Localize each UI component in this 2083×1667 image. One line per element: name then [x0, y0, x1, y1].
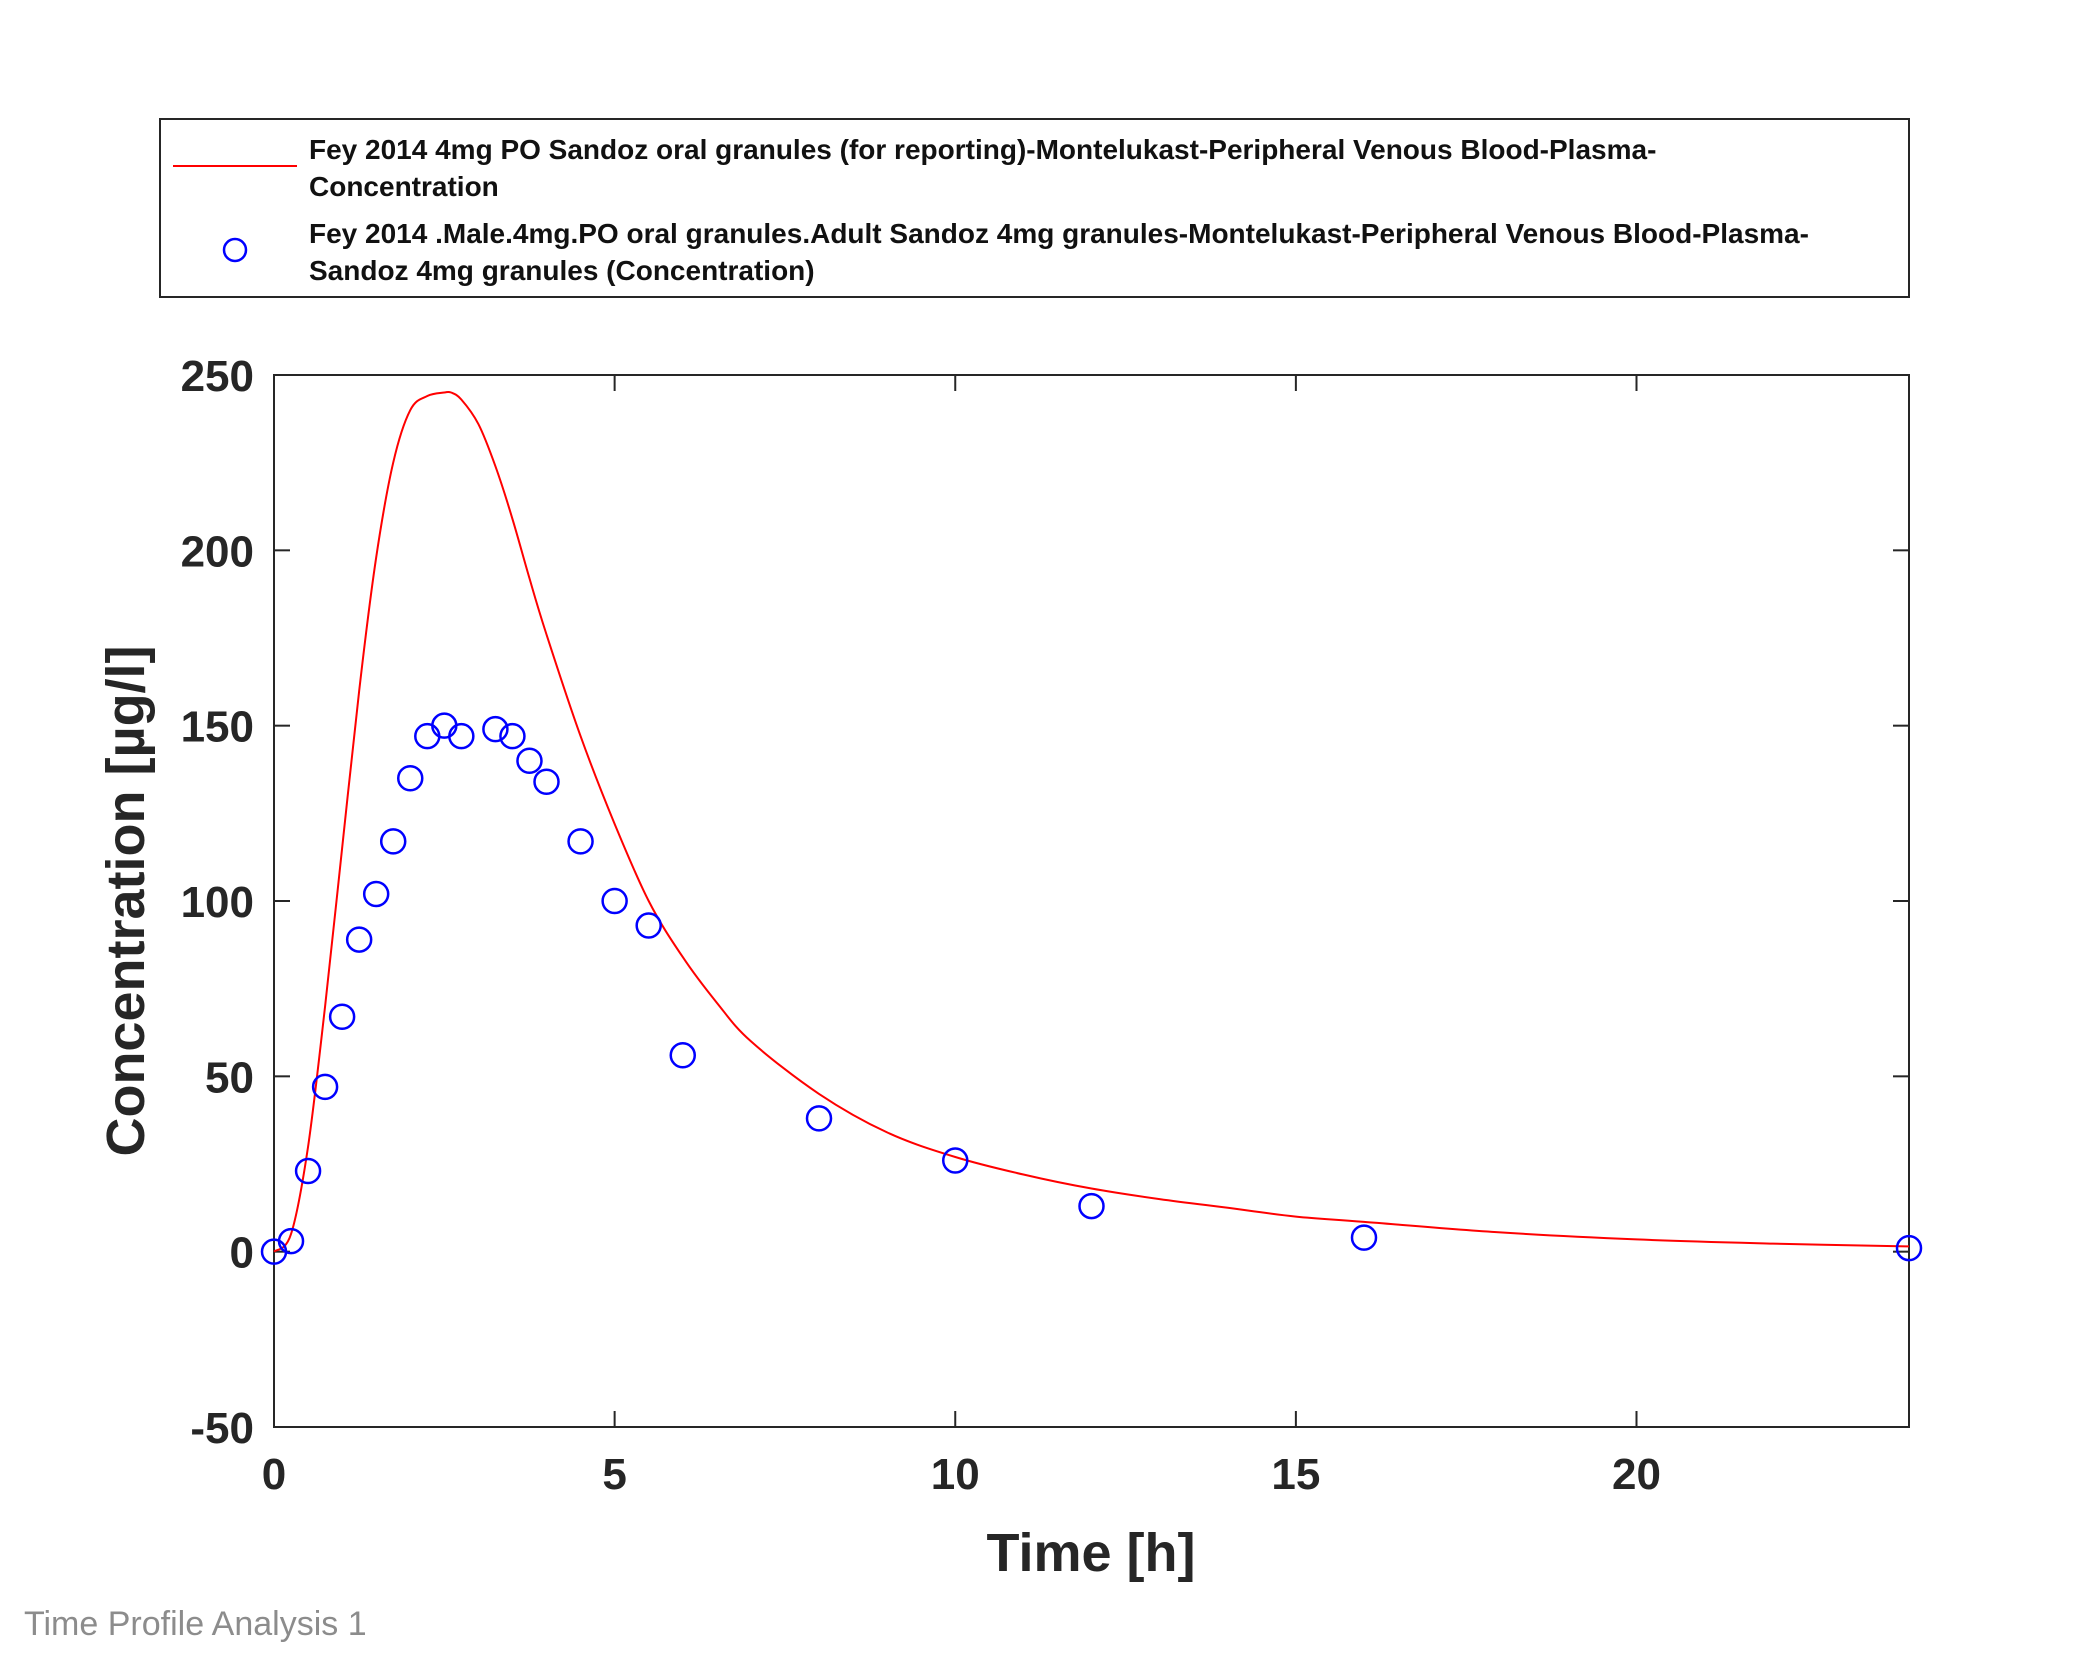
- x-tick-label: 15: [1271, 1450, 1320, 1499]
- observed-data-point: [533, 768, 560, 796]
- x-axis-label: Time [h]: [986, 1523, 1195, 1583]
- series-layer: [260, 390, 1923, 1265]
- x-tick-label: 10: [931, 1450, 980, 1499]
- observed-data-point: [942, 1147, 969, 1174]
- y-tick-label: 200: [181, 527, 254, 576]
- observed-data-point: [294, 1157, 322, 1185]
- observed-data-point: [1350, 1224, 1378, 1251]
- observed-data-point: [516, 747, 543, 774]
- x-tick-label: 20: [1612, 1450, 1661, 1499]
- observed-data-point: [635, 912, 662, 939]
- observed-data-point: [328, 1003, 356, 1030]
- y-tick-label: 100: [181, 878, 254, 927]
- y-tick-label: -50: [190, 1404, 254, 1453]
- legend-box: [159, 118, 1910, 298]
- y-axis-label: Concentration [µg/l]: [96, 645, 156, 1156]
- observed-data-point: [311, 1073, 339, 1101]
- x-tick-label: 0: [262, 1450, 286, 1499]
- legend-entry-1-line-1: Fey 2014 4mg PO Sandoz oral granules (fo…: [309, 134, 1656, 165]
- observed-data-point: [601, 887, 628, 915]
- observed-data-point: [448, 722, 475, 750]
- simulated-concentration-line: [273, 390, 1910, 1253]
- observed-data-point: [805, 1105, 833, 1132]
- legend-entry-1-line-2: Concentration: [309, 171, 499, 202]
- observed-data-point: [1078, 1192, 1105, 1220]
- observed-data-point: [379, 828, 407, 855]
- footer-caption: Time Profile Analysis 1: [24, 1605, 367, 1643]
- observed-data-point: [345, 926, 373, 953]
- x-tick-label: 5: [602, 1450, 626, 1499]
- y-tick-label: 250: [181, 352, 254, 401]
- observed-data-point: [567, 828, 594, 855]
- observed-data-point: [362, 880, 390, 908]
- observed-data-point: [499, 722, 526, 750]
- observed-data-point: [1895, 1234, 1923, 1262]
- y-tick-label: 150: [181, 703, 254, 752]
- legend: Fey 2014 4mg PO Sandoz oral granules (fo…: [159, 118, 1910, 298]
- observed-data-point: [669, 1042, 696, 1069]
- observed-data-point: [397, 765, 424, 792]
- observed-data-point: [277, 1227, 305, 1255]
- y-tick-label: 0: [230, 1229, 254, 1278]
- observed-data-point: [482, 715, 509, 743]
- legend-entry-2-line-1: Fey 2014 .Male.4mg.PO oral granules.Adul…: [309, 218, 1809, 249]
- y-tick-label: 50: [205, 1053, 254, 1102]
- axis-ticks: [273, 374, 1909, 1428]
- plot-area: [273, 374, 1910, 1428]
- legend-circle-swatch: [222, 237, 248, 263]
- legend-entry-2-line-2: Sandoz 4mg granules (Concentration): [309, 255, 815, 286]
